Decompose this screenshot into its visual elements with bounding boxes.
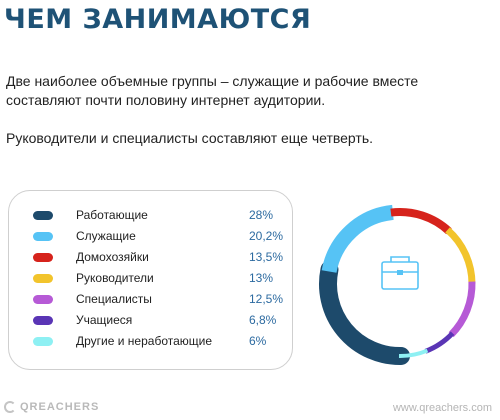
legend-label: Домохозяйки [76, 250, 149, 264]
donut-slice-5 [448, 281, 476, 338]
donut-chart [319, 204, 476, 365]
footer-url: www.qreachers.com [392, 402, 492, 414]
legend-label: Работающие [76, 208, 148, 222]
legend-label: Руководители [76, 271, 154, 285]
donut-slice-4 [445, 227, 476, 284]
legend-item: Работающие 28% [9, 206, 292, 226]
legend-value: 13,5% [249, 250, 284, 264]
legend-value: 20,2% [249, 229, 284, 243]
legend-item: Руководители 13% [9, 269, 292, 289]
donut-slice-3 [390, 208, 452, 235]
legend-item: Специалисты 12,5% [9, 290, 292, 310]
summary-paragraph: Руководители и специалисты составляют ещ… [6, 130, 374, 146]
legend-swatch [33, 253, 53, 262]
legend-swatch [33, 274, 53, 283]
page-title: ЧЕМ ЗАНИМАЮТСЯ [4, 4, 312, 35]
briefcase-icon [381, 256, 419, 290]
donut-slice-2 [321, 204, 394, 274]
legend-value: 6% [249, 334, 267, 348]
donut-slices [319, 204, 476, 365]
legend-item: Учащиеся 6,8% [9, 311, 292, 331]
legend-value: 13% [249, 271, 274, 285]
logo-mark-icon [4, 401, 16, 413]
legend-item: Домохозяйки 13,5% [9, 248, 292, 268]
logo-text: QREACHERS [20, 401, 100, 413]
legend-item: Служащие 20,2% [9, 227, 292, 247]
legend-swatch [33, 211, 53, 220]
legend-swatch [33, 232, 53, 241]
brand-logo: QREACHERS [4, 401, 99, 413]
legend-swatch [33, 316, 53, 325]
legend-swatch [33, 295, 53, 304]
legend-label: Учащиеся [76, 313, 133, 327]
legend: Работающие 28% Служащие 20,2% Домохозяйк… [8, 190, 293, 370]
donut-slice-7 [398, 348, 429, 358]
description-paragraph: Две наиболее объемные группы – служащие … [6, 73, 419, 108]
donut-slice-1 [319, 260, 411, 365]
legend-value: 6,8% [249, 313, 277, 327]
legend-value: 28% [249, 208, 274, 222]
legend-item: Другие и неработающие 6% [9, 332, 292, 352]
legend-label: Другие и неработающие [76, 334, 213, 348]
legend-label: Служащие [76, 229, 136, 243]
donut-slice-6 [424, 331, 455, 354]
legend-label: Специалисты [76, 292, 152, 306]
legend-value: 12,5% [249, 292, 284, 306]
legend-swatch [33, 337, 53, 346]
